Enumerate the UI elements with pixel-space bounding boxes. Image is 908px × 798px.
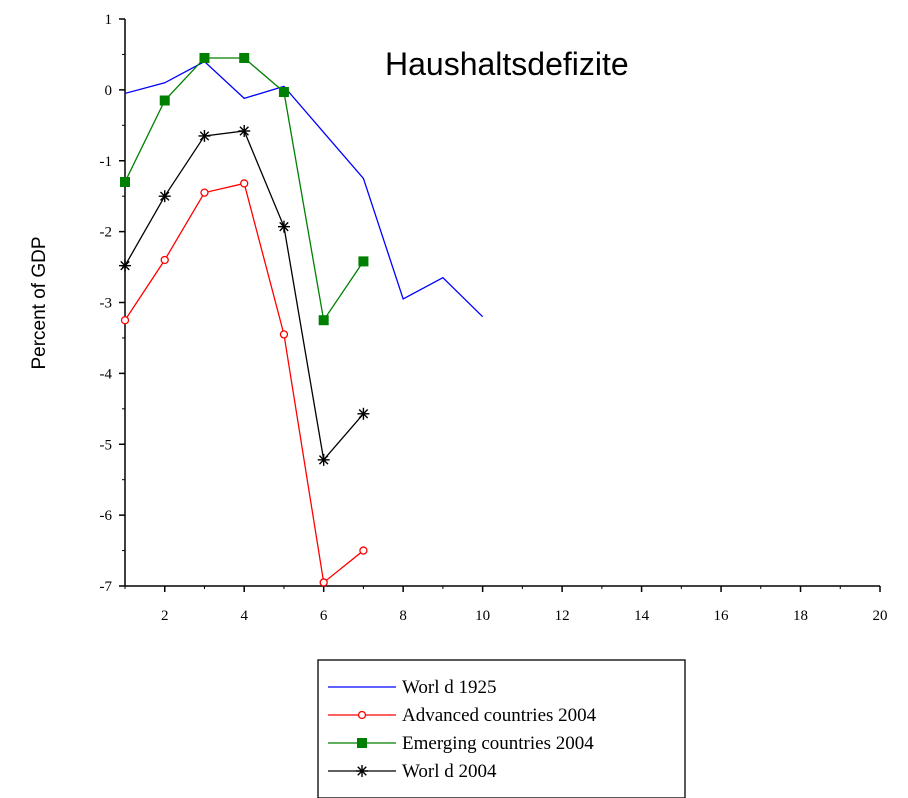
x-tick-label: 12 — [555, 608, 570, 624]
data-point — [357, 407, 370, 420]
data-point — [278, 87, 289, 98]
data-point — [240, 179, 249, 188]
x-tick-label: 16 — [714, 608, 730, 624]
x-tick-label: 18 — [793, 608, 808, 624]
series-2 — [120, 52, 369, 326]
data-point — [238, 124, 251, 137]
y-axis-ticks: 1 0 -1 -2 -3 -4 -5 -6 -7 — [100, 12, 125, 595]
data-point — [317, 453, 330, 466]
legend-label: Worl d 1925 — [402, 677, 497, 698]
legend: Worl d 1925 Advanced countries 2004 Emergi… — [317, 659, 686, 798]
legend-item: Advanced countries 2004 — [328, 705, 597, 726]
x-axis-ticks: 2 4 6 8 10 12 14 16 18 20 — [124, 586, 888, 624]
x-tick-label: 10 — [475, 608, 490, 624]
data-point — [119, 259, 131, 272]
y-tick-label: -6 — [100, 508, 113, 524]
y-tick-label: -5 — [100, 437, 113, 453]
y-tick-label: -1 — [100, 154, 113, 170]
y-tick-label: 0 — [105, 83, 113, 99]
y-tick-label: -2 — [100, 225, 113, 241]
x-tick-label: 20 — [873, 608, 888, 624]
data-point — [200, 188, 209, 197]
legend-item: Worl d 1925 — [328, 677, 497, 698]
x-tick-label: 14 — [634, 608, 650, 624]
data-point — [160, 255, 169, 265]
data-point — [120, 316, 130, 325]
y-tick-label: 1 — [105, 12, 113, 28]
series-1 — [120, 179, 368, 587]
data-point — [359, 546, 368, 555]
series-line — [124, 60, 484, 318]
legend-label: Advanced countries 2004 — [402, 705, 597, 726]
series-line — [124, 182, 364, 584]
y-axis-label: Percent of GDP — [29, 236, 50, 369]
legend-marker — [357, 710, 367, 720]
legend-label: Emerging countries 2004 — [402, 733, 594, 754]
y-tick-label: -7 — [100, 579, 113, 595]
legend-box — [317, 659, 686, 798]
chart-title: Haushaltsdefizite — [385, 46, 629, 82]
data-point — [358, 256, 369, 267]
data-point — [120, 177, 130, 188]
series-0 — [124, 60, 484, 318]
data-point — [279, 330, 289, 339]
axes — [124, 19, 880, 587]
y-tick-label: -3 — [100, 296, 113, 312]
data-point — [319, 578, 328, 587]
x-tick-label: 6 — [320, 608, 328, 624]
data-point — [158, 190, 171, 203]
data-point — [239, 52, 250, 63]
legend-item: Worl d 2004 — [328, 761, 497, 782]
legend-marker — [357, 738, 367, 748]
series-3 — [119, 124, 370, 466]
legend-marker — [356, 765, 368, 777]
series-layer — [119, 52, 484, 587]
data-point — [198, 129, 211, 142]
data-point — [277, 220, 290, 233]
y-tick-label: -4 — [100, 366, 113, 382]
legend-item: Emerging countries 2004 — [328, 733, 594, 754]
x-tick-label: 4 — [240, 608, 248, 624]
x-tick-label: 2 — [161, 608, 169, 624]
legend-label: Worl d 2004 — [402, 761, 497, 782]
data-point — [159, 95, 170, 106]
data-point — [199, 52, 210, 63]
data-point — [318, 315, 329, 326]
x-tick-label: 8 — [399, 608, 407, 624]
